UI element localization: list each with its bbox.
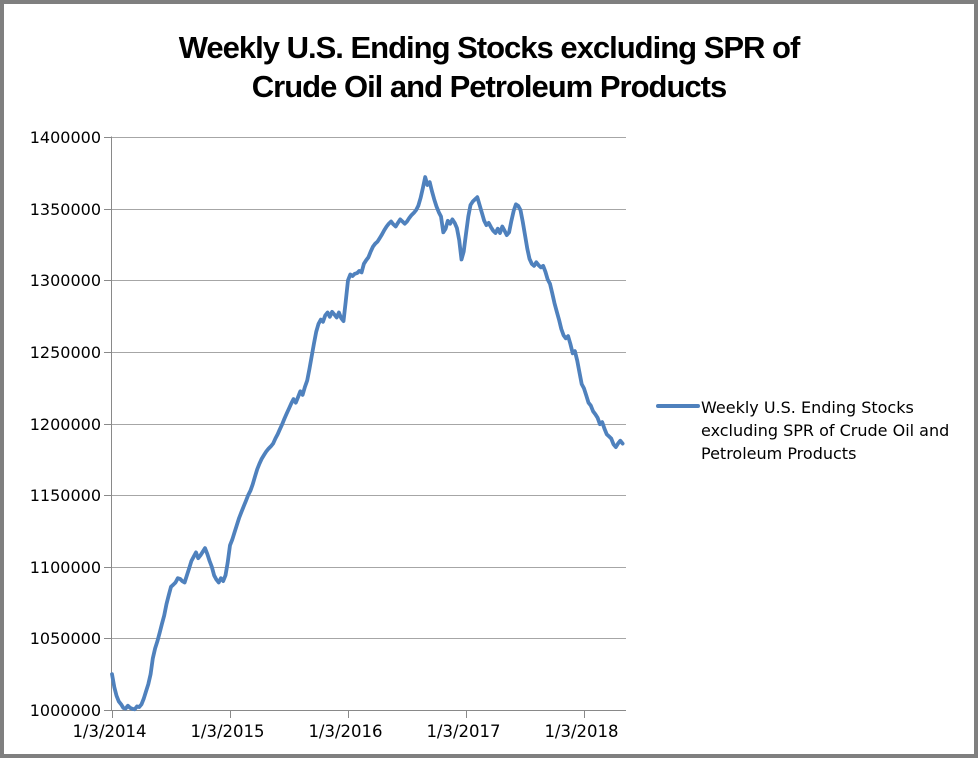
x-axis-label: 1/3/2018 [544,722,618,741]
chart-title-line-2: Crude Oil and Petroleum Products [251,69,727,104]
plot-area: 1000000 1050000 1100000 1150000 1200000 12500… [30,128,626,741]
data-series-line [110,175,625,712]
x-axis-label: 1/3/2015 [190,722,264,741]
chart-title: Weekly U.S. Ending Stocks excluding SPR … [4,28,974,106]
legend-label-line-2: excluding SPR of Crude Oil and [701,421,950,440]
y-axis-label: 1300000 [30,271,101,290]
x-axis-label: 1/3/2016 [308,722,382,741]
y-axis-label: 1100000 [30,558,101,577]
y-axis-label: 1350000 [30,200,101,219]
x-axis-label: 1/3/2014 [72,722,146,741]
y-axis-label: 1250000 [30,343,101,362]
legend-label-line-3: Petroleum Products [701,444,857,463]
y-axis-label: 1150000 [30,486,101,505]
y-axis-label: 1400000 [30,128,101,147]
legend-label: Weekly U.S. Ending Stocks excluding SPR … [701,396,959,465]
y-axis-label: 1000000 [30,701,101,720]
legend: Weekly U.S. Ending Stocks excluding SPR … [654,396,959,465]
chart-title-line-1: Weekly U.S. Ending Stocks excluding SPR … [178,30,801,65]
legend-line-swatch [656,404,700,408]
y-axis-label: 1200000 [30,415,101,434]
y-axis-label: 1050000 [30,629,101,648]
x-axis-label: 1/3/2017 [426,722,500,741]
legend-label-line-1: Weekly U.S. Ending Stocks [701,398,914,417]
